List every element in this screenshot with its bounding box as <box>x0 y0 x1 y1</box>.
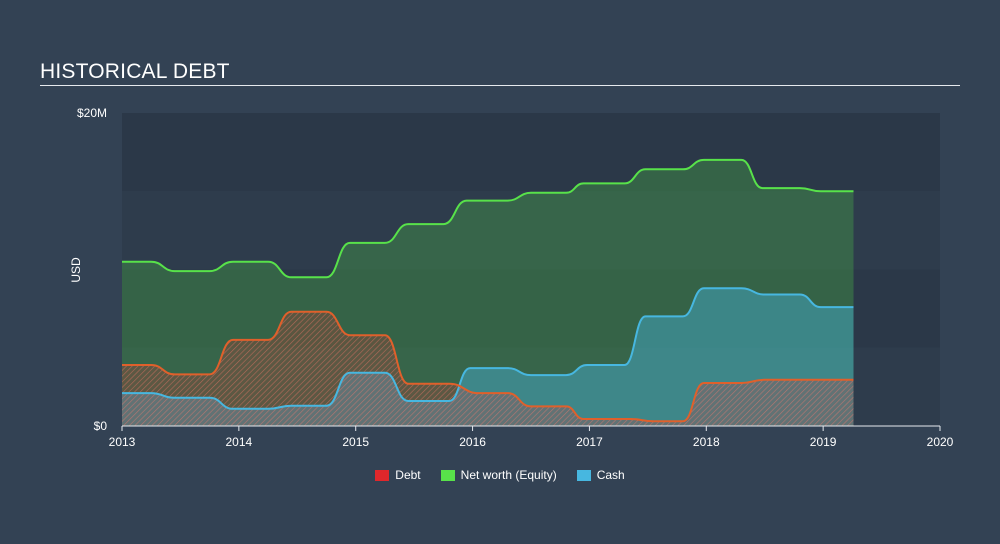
y-tick-label: $0 <box>94 419 108 433</box>
y-tick-label: $20M <box>77 106 107 120</box>
legend-item-cash[interactable]: Cash <box>576 468 625 482</box>
y-axis-label: USD <box>69 257 83 283</box>
legend-swatch-cash <box>576 469 591 481</box>
legend: Debt Net worth (Equity) Cash <box>0 468 1000 482</box>
x-tick-label-2013: 2013 <box>109 435 136 449</box>
x-tick-label-2015: 2015 <box>342 435 369 449</box>
axes: 2013 2014 2015 2016 2017 2018 2019 2020 $20M $0 US… <box>69 106 954 449</box>
x-tick-label-2017: 2017 <box>576 435 603 449</box>
legend-label-debt: Debt <box>395 468 421 482</box>
legend-swatch-equity <box>440 469 455 481</box>
x-tick-label-2016: 2016 <box>459 435 486 449</box>
legend-label-cash: Cash <box>596 468 625 482</box>
legend-label-equity: Net worth (Equity) <box>460 468 557 482</box>
series-lines <box>121 158 854 423</box>
x-tick-label-2019: 2019 <box>810 435 837 449</box>
x-tick-label-2018: 2018 <box>693 435 720 449</box>
x-tick-label-2020: 2020 <box>927 435 954 449</box>
area-cash <box>122 288 854 426</box>
plot-band <box>122 113 940 192</box>
title-divider <box>40 85 960 86</box>
series-areas <box>122 159 854 426</box>
line-debt <box>122 310 854 423</box>
legend-item-equity[interactable]: Net worth (Equity) <box>440 468 557 482</box>
legend-swatch-debt <box>375 469 390 481</box>
legend-item-debt[interactable]: Debt <box>375 468 421 482</box>
area-debt <box>122 311 854 426</box>
plot-band <box>122 269 940 348</box>
chart-title: HISTORICAL DEBT <box>40 60 230 83</box>
line-equity <box>121 158 854 279</box>
plot-band <box>122 191 940 270</box>
x-tick-label-2014: 2014 <box>226 435 253 449</box>
line-cash <box>121 287 854 410</box>
